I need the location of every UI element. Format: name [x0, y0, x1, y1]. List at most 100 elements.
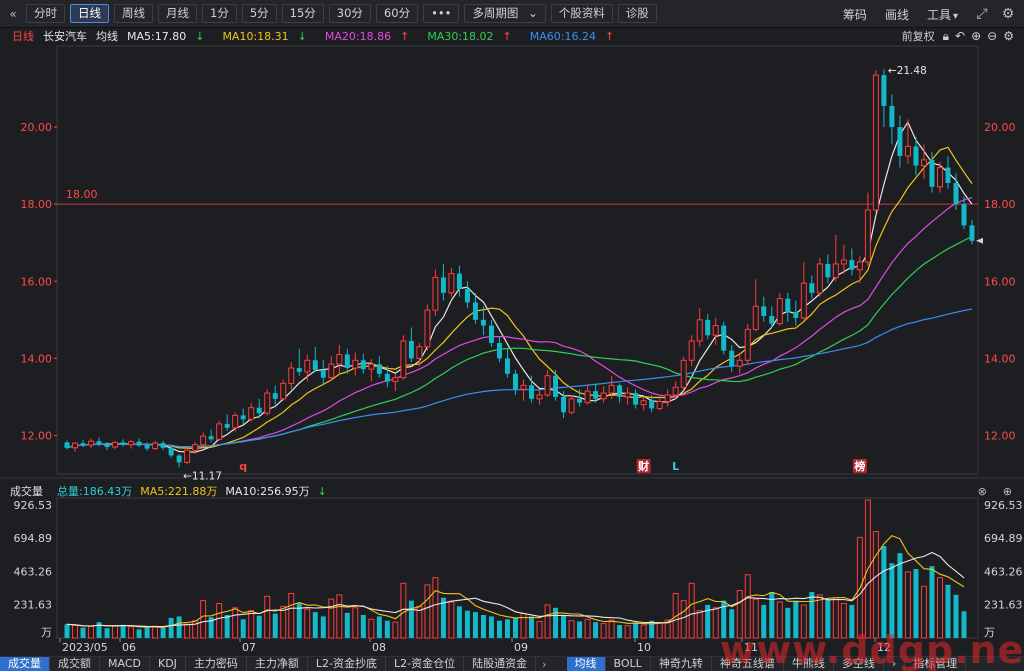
tabs-more-arrow[interactable]: › — [542, 657, 547, 671]
volume-bar — [568, 620, 575, 639]
candle-body — [945, 167, 951, 183]
candle — [448, 267, 455, 297]
volume-bar — [913, 569, 919, 638]
period-button-5[interactable]: 5分 — [241, 4, 277, 23]
candle-body — [72, 442, 78, 449]
candle-body — [529, 385, 534, 399]
candle — [232, 412, 239, 432]
tab-left-5[interactable]: 主力净额 — [247, 657, 308, 671]
chart-toolbar: « 分时 日线 周线 月线 1分 5分 15分 30分 60分 ••• 多周期图 ⌄ 个股资料 … — [0, 0, 1024, 28]
draw-line-button[interactable]: 画线 — [884, 7, 909, 22]
stock-info-button[interactable]: 个股资料 — [550, 4, 613, 23]
volume-bar — [312, 612, 318, 638]
zoom-out-icon[interactable]: ⊖ — [987, 29, 998, 43]
candle — [513, 369, 518, 395]
period-button-6[interactable]: 15分 — [281, 4, 324, 23]
candle-body — [849, 260, 855, 270]
adjust-mode-button[interactable]: 前复权 — [901, 30, 935, 43]
volume-bar — [536, 620, 543, 639]
volume-bar — [953, 594, 959, 638]
candle — [633, 389, 639, 409]
candle-body — [432, 276, 439, 311]
period-button-0[interactable]: 分时 — [26, 4, 65, 23]
tab-left-6[interactable]: L2-资金抄底 — [308, 657, 387, 671]
lock-icon[interactable]: 🔒︎ — [942, 28, 950, 43]
moving-average-lines — [66, 120, 973, 453]
tab-left-4[interactable]: 主力密码 — [186, 657, 247, 671]
candle — [280, 379, 287, 401]
event-marker-box — [852, 459, 867, 473]
tab-left-8[interactable]: 陆股通资金 — [464, 657, 537, 671]
tab-left-0[interactable]: 成交量 — [0, 657, 50, 671]
volume-tick-left: 926.53 — [14, 499, 53, 512]
volume-bar — [200, 600, 207, 639]
gear-icon[interactable]: ⚙ — [1001, 6, 1015, 22]
candle-body — [448, 273, 455, 294]
volume-bar — [360, 615, 366, 638]
candle — [729, 344, 735, 372]
diagnose-button[interactable]: 诊股 — [617, 4, 657, 23]
candle — [889, 94, 895, 145]
candle-body — [208, 436, 214, 440]
candle-body — [440, 277, 446, 293]
multi-period-dropdown[interactable]: 多周期图 ⌄ — [464, 4, 546, 23]
period-button-4[interactable]: 1分 — [202, 4, 237, 23]
undo-icon[interactable]: ↶ — [955, 29, 966, 43]
period-button-1[interactable]: 日线 — [70, 4, 109, 23]
tools-caret: ▾ — [952, 10, 958, 22]
candle-body — [360, 360, 366, 370]
tab-right-2[interactable]: 神奇九转 — [651, 657, 712, 671]
tab-right-5[interactable]: 多空线 — [834, 657, 884, 671]
date-tick-label: 06 — [122, 641, 136, 654]
period-button-3[interactable]: 月线 — [158, 4, 197, 23]
candle-body — [176, 455, 182, 463]
candle-body — [496, 342, 502, 359]
candle — [376, 356, 382, 378]
candle-body — [480, 319, 486, 326]
candle-body — [680, 359, 687, 388]
volume-bar — [240, 619, 246, 638]
tab-left-7[interactable]: L2-资金仓位 — [386, 657, 465, 671]
tab-right-1[interactable]: BOLL — [606, 657, 651, 671]
period-button-7[interactable]: 30分 — [328, 4, 371, 23]
volume-ma5: MA5:221.88万 — [140, 485, 218, 498]
volume-bar — [920, 585, 927, 639]
expand-icon[interactable]: ⤢ — [976, 6, 988, 22]
tab-right-4[interactable]: 牛熊线 — [784, 657, 834, 671]
tab-right-7[interactable]: 指标管理 — [905, 657, 967, 671]
candle-body — [160, 443, 166, 448]
zoom-in-icon[interactable]: ⊕ — [971, 29, 982, 43]
settings-icon[interactable]: ⚙ — [1003, 29, 1014, 43]
double-chevron-left-icon[interactable]: « — [9, 6, 17, 21]
more-periods-button[interactable]: ••• — [423, 4, 460, 23]
period-button-2[interactable]: 周线 — [114, 4, 153, 23]
tools-dropdown[interactable]: 工具 ▾ — [927, 6, 958, 23]
period-button-8[interactable]: 60分 — [375, 4, 419, 23]
tab-left-2[interactable]: MACD — [100, 657, 150, 671]
candle-body — [904, 145, 911, 157]
tab-left-3[interactable]: KDJ — [150, 657, 186, 671]
candle — [424, 304, 431, 351]
tab-right-6[interactable]: › — [884, 657, 906, 671]
candle — [328, 356, 335, 381]
volume-bar — [304, 608, 311, 639]
add-icon[interactable]: ⊕ — [1002, 484, 1012, 498]
ma-label[interactable]: 均线 — [96, 30, 118, 43]
price-tick-left: 12.00 — [21, 429, 53, 442]
price-legend: 日线 长安汽车 均线 MA5:17.80 ↓ MA10:18.31 ↓ MA20:1… — [0, 26, 1024, 46]
tab-right-3[interactable]: 神奇五线谱 — [712, 657, 784, 671]
volume-title[interactable]: 成交量 — [10, 485, 43, 498]
candle — [384, 366, 390, 388]
event-marker-label: 榜 — [854, 459, 865, 473]
tab-right-0[interactable]: 均线 — [566, 657, 606, 671]
volume-bar — [184, 623, 191, 639]
volume-bar — [961, 611, 967, 638]
tab-left-1[interactable]: 成交额 — [50, 657, 100, 671]
volume-bar — [577, 621, 583, 638]
date-tick-label: 09 — [514, 641, 528, 654]
candle-body — [88, 440, 95, 446]
chips-button[interactable]: 筹码 — [842, 7, 867, 22]
candle — [961, 196, 967, 230]
close-icon[interactable]: ⊗ — [977, 484, 987, 498]
